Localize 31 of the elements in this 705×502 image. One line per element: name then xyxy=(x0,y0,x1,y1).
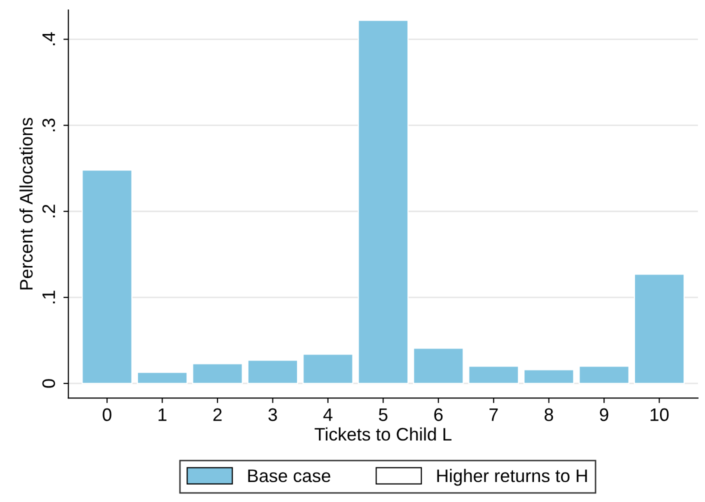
bar xyxy=(634,274,685,384)
x-tick-label: 9 xyxy=(600,408,608,422)
x-axis-title: Tickets to Child L xyxy=(314,427,452,441)
bar xyxy=(192,363,243,384)
bar xyxy=(302,354,354,384)
bar xyxy=(247,360,298,384)
y-axis-title: Percent of Allocations xyxy=(19,118,33,290)
bar xyxy=(136,372,188,384)
bar xyxy=(523,369,574,384)
x-tick-label: 5 xyxy=(378,408,388,422)
x-tick-label: 8 xyxy=(544,408,554,422)
x-tick-label: 3 xyxy=(268,408,277,422)
x-tick-label: 0 xyxy=(102,408,112,422)
y-tick-label: .3 xyxy=(42,118,56,132)
x-tick-label: 2 xyxy=(213,408,222,421)
legend-label: Base case xyxy=(248,470,330,482)
y-tick-label: .4 xyxy=(42,32,55,46)
y-tick-label: .2 xyxy=(42,204,55,218)
bar xyxy=(578,366,630,384)
y-tick-label: .1 xyxy=(42,290,55,304)
x-tick-label: 10 xyxy=(650,408,669,422)
x-tick-label: 7 xyxy=(490,408,498,421)
x-tick-label: 1 xyxy=(158,408,166,421)
bar xyxy=(82,170,132,384)
bar xyxy=(412,348,464,384)
bar xyxy=(358,20,409,384)
legend-label: Higher returns to H xyxy=(437,468,587,486)
bar xyxy=(468,366,520,384)
x-tick-label: 4 xyxy=(323,408,332,421)
y-tick-label: 0 xyxy=(42,379,56,388)
x-tick-label: 6 xyxy=(434,408,443,422)
